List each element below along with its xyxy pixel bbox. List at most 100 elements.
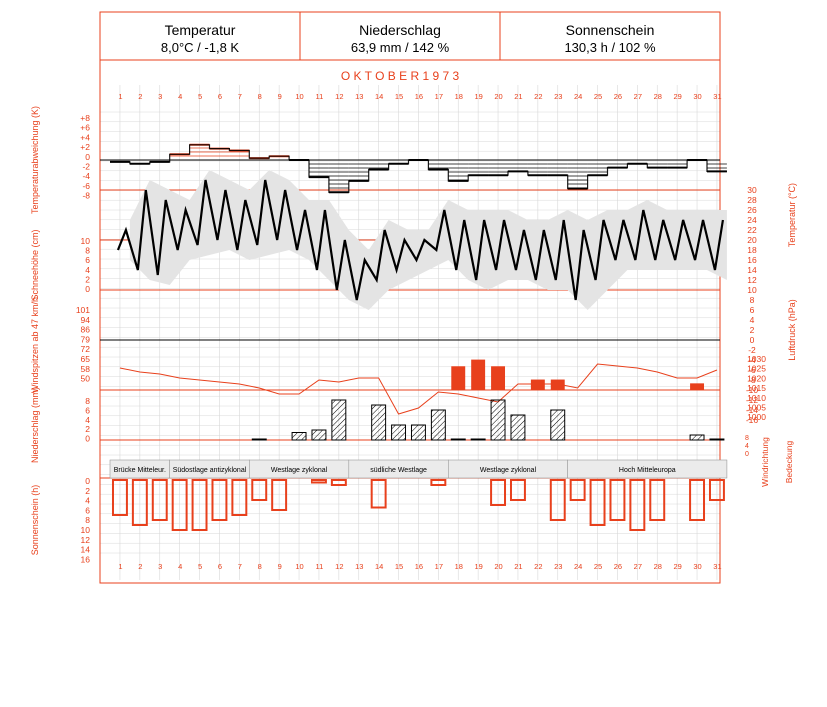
sunshine-bar	[569, 479, 586, 501]
pressure-tick: 1020	[747, 373, 766, 383]
snow-axis-label: Schneehöhe (cm)	[30, 229, 40, 300]
sunshine-bar	[310, 479, 327, 484]
sunshine-axis-label: Sonnenschein (h)	[30, 485, 40, 556]
wind-axis-label: Windspitzen ab 47 km/h	[30, 297, 40, 393]
sunshine-tick: 6	[85, 505, 90, 515]
temperature-tick: -2	[748, 345, 756, 355]
month-title: O K T O B E R 1 9 7 3	[341, 69, 460, 83]
sunshine-bar	[589, 479, 606, 526]
pressure-tick: 1000	[747, 412, 766, 422]
anomaly-outline	[110, 144, 727, 193]
sunshine-bar	[191, 479, 208, 531]
wind-tick: 65	[81, 354, 91, 364]
sunshine-tick: 0	[85, 476, 90, 486]
day-number-bottom: 12	[335, 562, 343, 571]
precip-tick: 0	[85, 434, 90, 444]
day-number-top: 1	[118, 92, 122, 101]
wind-gust-bar	[690, 383, 705, 390]
day-number-top: 13	[355, 92, 363, 101]
day-number-bottom: 10	[295, 562, 303, 571]
temperature-tick: 20	[747, 235, 757, 245]
temperature-tick: -4	[748, 355, 756, 365]
temperature-tick: -8	[748, 375, 756, 385]
cloud-tick: 4	[745, 443, 749, 450]
wind-tick: 79	[81, 334, 91, 344]
precip-tick: 8	[85, 396, 90, 406]
anomaly-tick: 0	[85, 152, 90, 162]
sunshine-bar	[509, 479, 526, 501]
summary-label: Temperatur	[165, 22, 236, 38]
temperature-line	[116, 179, 725, 301]
sunshine-bar	[231, 479, 248, 516]
day-number-top: 26	[614, 92, 622, 101]
sunshine-tick: 8	[85, 515, 90, 525]
temperature-tick: 6	[750, 305, 755, 315]
wind-direction-label: Windrichtung	[760, 437, 770, 487]
summary-label: Sonnenschein	[566, 22, 655, 38]
day-number-bottom: 11	[316, 562, 324, 571]
sunshine-tick: 10	[81, 525, 91, 535]
day-number-top: 22	[534, 92, 542, 101]
day-number-bottom: 1	[118, 562, 122, 571]
anomaly-axis-label: Temperaturabweichung (K)	[30, 106, 40, 214]
day-number-bottom: 20	[494, 562, 502, 571]
precipitation-bar	[510, 414, 526, 441]
temperature-tick: -14	[746, 405, 759, 415]
day-number-bottom: 26	[614, 562, 622, 571]
precipitation-bar	[371, 404, 387, 441]
cloud-tick: 8	[745, 435, 749, 442]
temperature-tick: 12	[747, 275, 757, 285]
anomaly-tick: +6	[80, 123, 90, 133]
day-number-top: 16	[415, 92, 423, 101]
anomaly-tick: -2	[82, 162, 90, 172]
day-number-top: 21	[514, 92, 522, 101]
weather-type-label: Südostlage antizyklonal	[173, 467, 247, 474]
day-number-top: 11	[316, 92, 324, 101]
day-number-bottom: 28	[654, 562, 662, 571]
precipitation-bar	[251, 438, 267, 441]
day-number-bottom: 22	[534, 562, 542, 571]
temperature-tick: -12	[746, 395, 759, 405]
precipitation-bar	[291, 432, 307, 441]
day-number-top: 31	[713, 92, 721, 101]
sunshine-bar	[708, 479, 725, 501]
wind-tick: 101	[76, 305, 90, 315]
day-number-bottom: 14	[375, 562, 383, 571]
day-number-bottom: 2	[138, 562, 142, 571]
precipitation-bar	[311, 429, 327, 441]
wind-tick: 50	[81, 374, 91, 384]
wind-tick: 94	[81, 315, 91, 325]
day-number-bottom: 24	[574, 562, 582, 571]
day-number-bottom: 18	[455, 562, 463, 571]
temperature-tick: 24	[747, 215, 757, 225]
precip-tick: 2	[85, 424, 90, 434]
sunshine-bar	[370, 479, 387, 509]
day-number-bottom: 15	[395, 562, 403, 571]
precip-axis-label: Niederschlag (mm)	[30, 387, 40, 463]
temperature-tick: 26	[747, 205, 757, 215]
sunshine-bar	[151, 479, 168, 521]
day-number-bottom: 4	[178, 562, 182, 571]
pressure-tick: 1015	[747, 383, 766, 393]
temperature-tick: 18	[747, 245, 757, 255]
precipitation-bar	[470, 438, 486, 441]
day-number-bottom: 3	[158, 562, 162, 571]
anomaly-tick: +8	[80, 113, 90, 123]
sunshine-bar	[211, 479, 228, 521]
anomaly-tick: +4	[80, 132, 90, 142]
pressure-axis-label: Luftdruck (hPa)	[787, 299, 797, 361]
snow-tick: 4	[85, 265, 90, 275]
precipitation-bar	[450, 438, 466, 441]
sunshine-bar	[629, 479, 646, 531]
weather-type-label: südliche Westlage	[370, 467, 427, 474]
precip-tick: 4	[85, 415, 90, 425]
precipitation-bar	[490, 399, 506, 441]
temperature-tick: 2	[750, 325, 755, 335]
weather-type-label: Hoch Mitteleuropa	[619, 467, 676, 474]
sunshine-bar	[131, 479, 148, 526]
summary-label: Niederschlag	[359, 22, 441, 38]
pressure-tick: 1010	[747, 393, 766, 403]
weather-type-label: Brücke Mitteleur.	[114, 467, 166, 474]
wind-gust-bar	[530, 379, 545, 390]
sunshine-tick: 4	[85, 496, 90, 506]
